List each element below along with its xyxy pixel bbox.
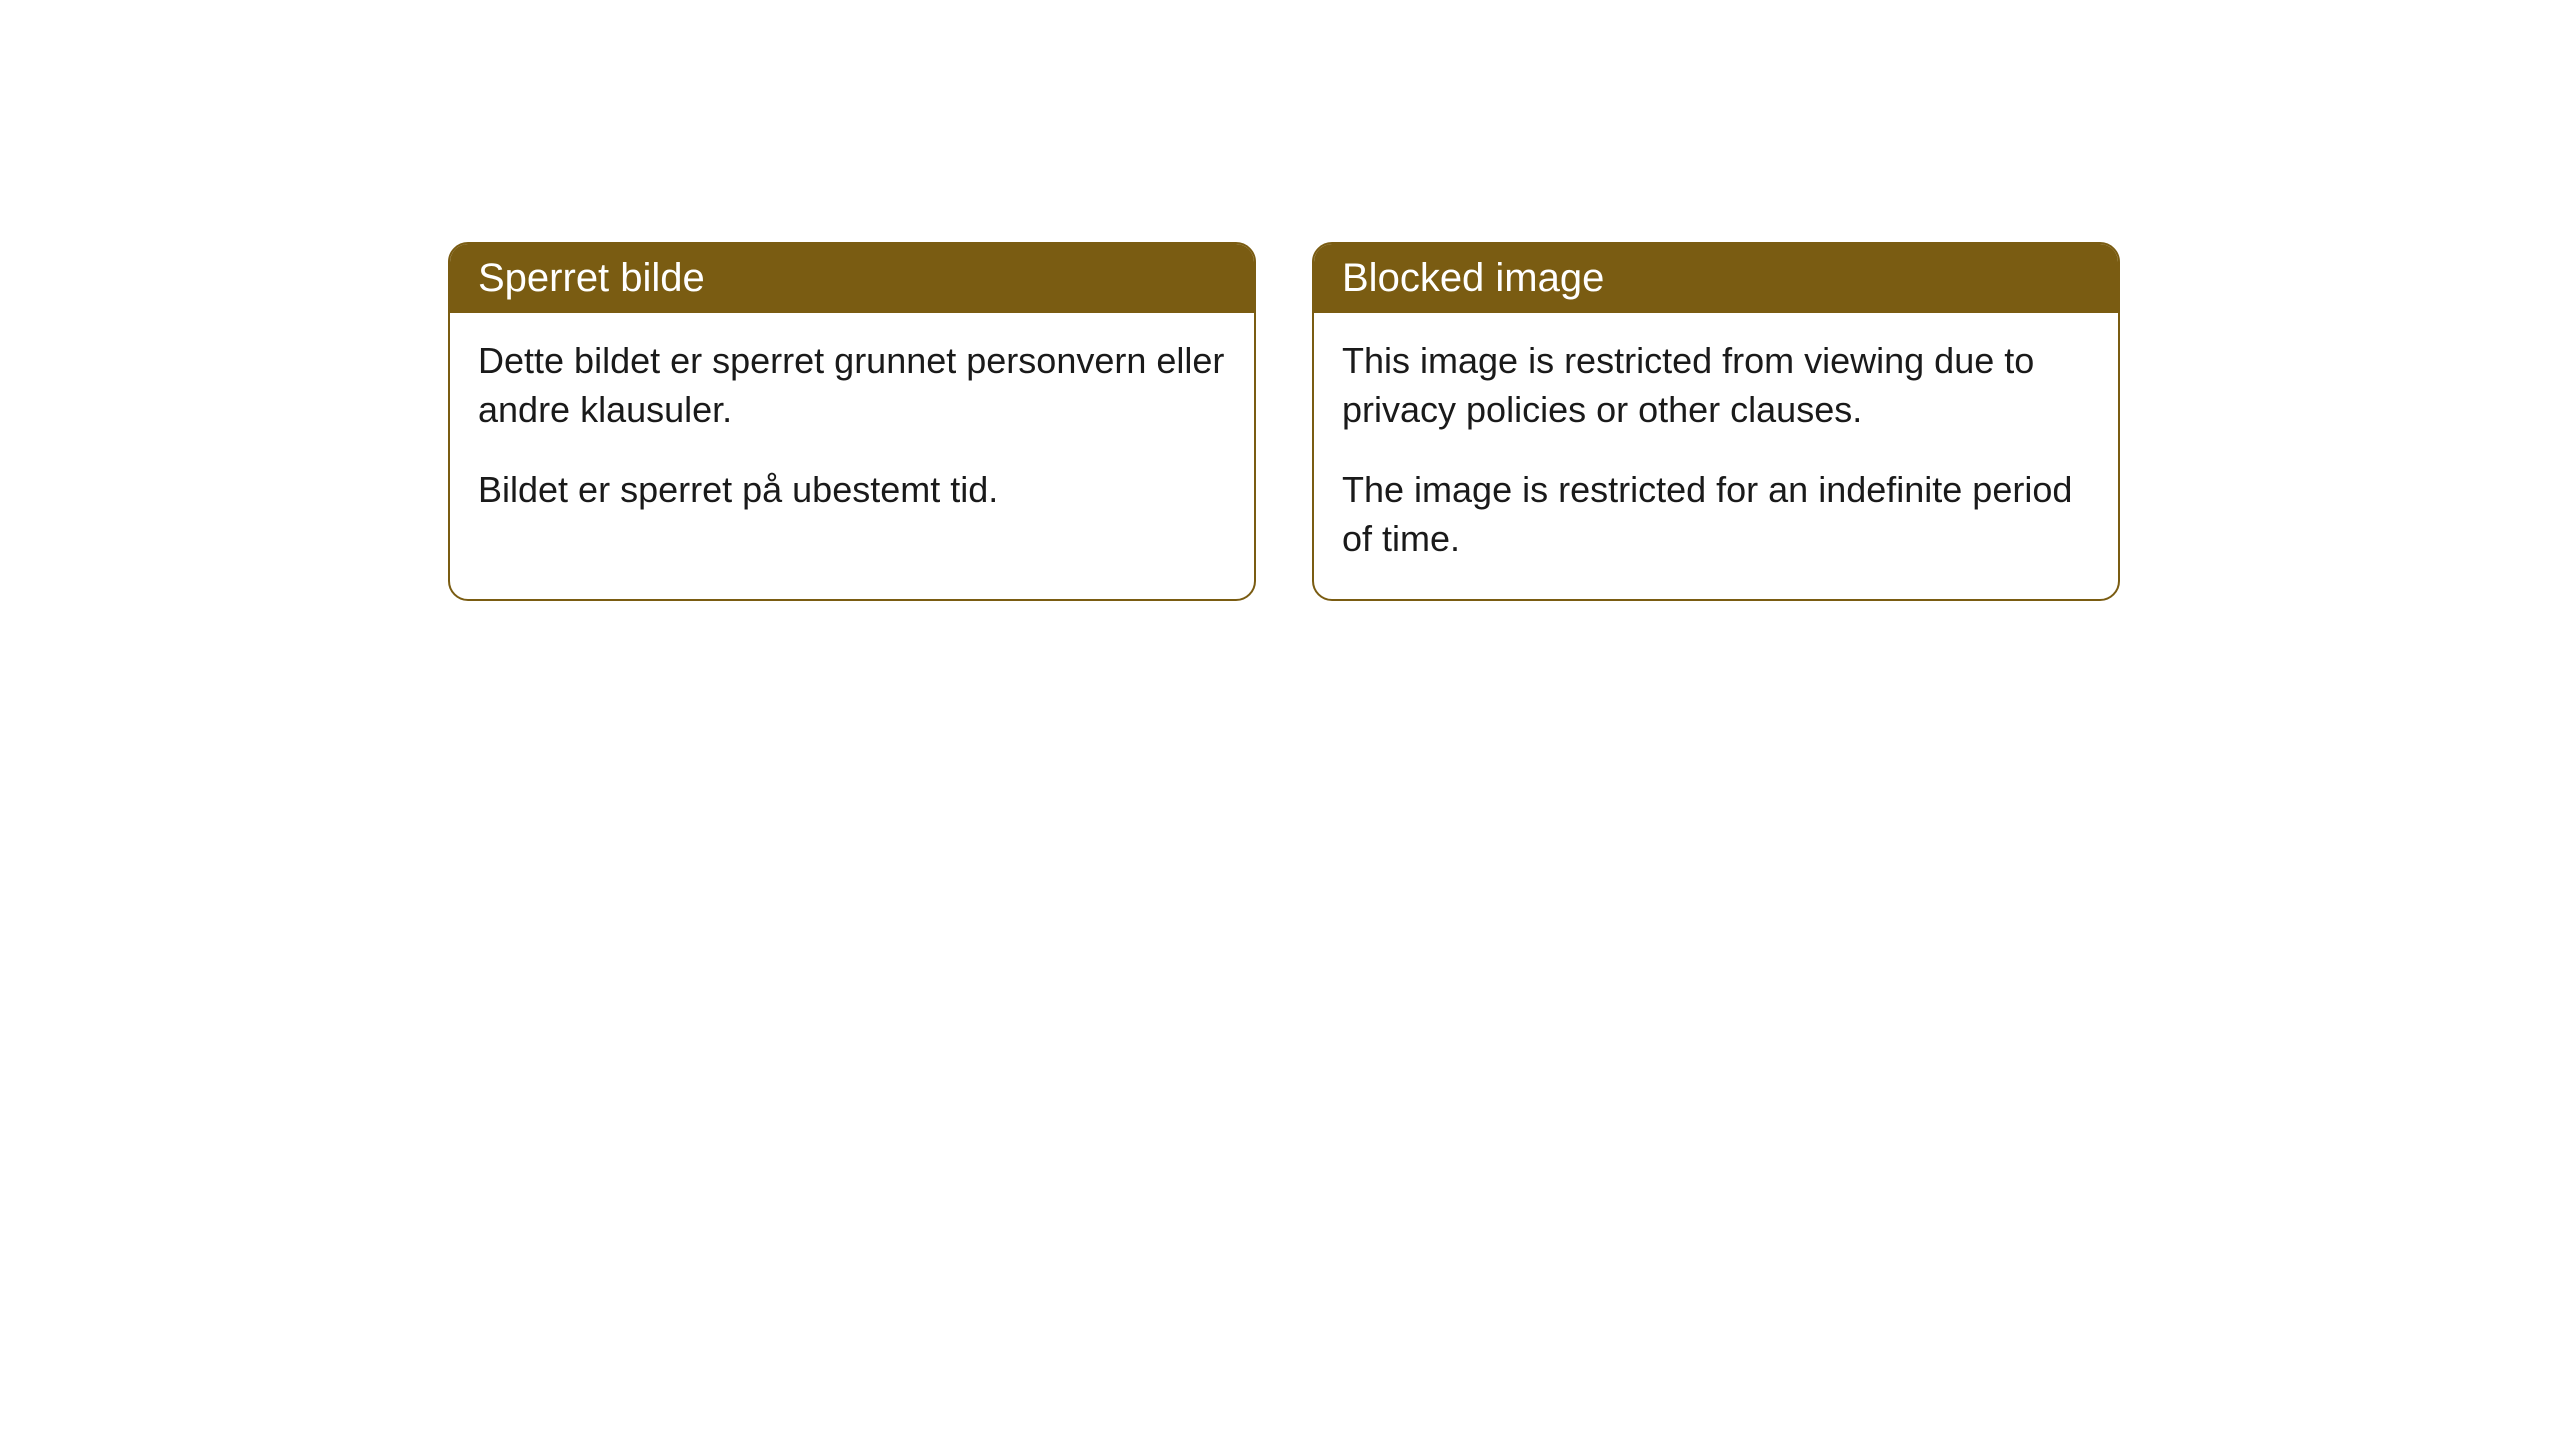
notice-card-paragraph: Dette bildet er sperret grunnet personve… <box>478 337 1226 434</box>
notice-card-paragraph: This image is restricted from viewing du… <box>1342 337 2090 434</box>
notice-card-body: Dette bildet er sperret grunnet personve… <box>450 313 1254 551</box>
notice-card-body: This image is restricted from viewing du… <box>1314 313 2118 599</box>
notice-card-english: Blocked image This image is restricted f… <box>1312 242 2120 601</box>
notice-card-paragraph: Bildet er sperret på ubestemt tid. <box>478 466 1226 515</box>
notice-card-paragraph: The image is restricted for an indefinit… <box>1342 466 2090 563</box>
notice-cards-container: Sperret bilde Dette bildet er sperret gr… <box>448 242 2120 601</box>
notice-card-title: Blocked image <box>1314 244 2118 313</box>
notice-card-norwegian: Sperret bilde Dette bildet er sperret gr… <box>448 242 1256 601</box>
notice-card-title: Sperret bilde <box>450 244 1254 313</box>
